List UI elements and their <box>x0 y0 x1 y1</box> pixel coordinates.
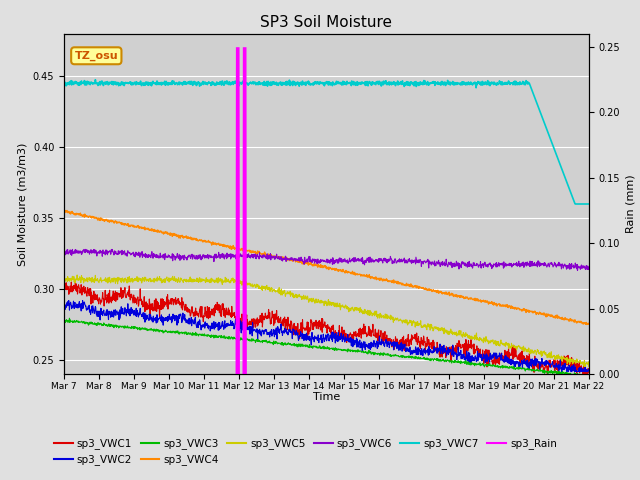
sp3_VWC4 <box>523 307 531 312</box>
sp3_VWC5 <box>74 272 81 278</box>
sp3_VWC3 <box>236 337 244 343</box>
sp3_VWC7 <box>177 81 185 86</box>
sp3_VWC2 <box>236 326 244 332</box>
sp3_VWC6 <box>164 252 172 258</box>
sp3_VWC6 <box>477 259 484 264</box>
sp3_VWC5 <box>408 323 416 328</box>
sp3_VWC6 <box>60 249 68 255</box>
sp3_VWC4 <box>408 283 416 289</box>
sp3_VWC7 <box>60 79 68 84</box>
sp3_VWC2 <box>563 369 571 374</box>
sp3_VWC4 <box>583 322 591 327</box>
sp3_VWC7 <box>523 79 531 84</box>
sp3_VWC1 <box>585 369 593 375</box>
sp3_VWC6 <box>585 266 593 272</box>
Text: TZ_osu: TZ_osu <box>74 51 118 61</box>
sp3_VWC6 <box>177 256 185 262</box>
Y-axis label: Rain (mm): Rain (mm) <box>626 175 636 233</box>
sp3_VWC7 <box>408 80 416 86</box>
sp3_VWC4 <box>164 231 172 237</box>
Line: sp3_VWC4: sp3_VWC4 <box>64 210 589 324</box>
sp3_VWC5 <box>164 277 172 283</box>
sp3_VWC3 <box>582 374 589 380</box>
sp3_VWC2 <box>164 318 172 324</box>
sp3_VWC7 <box>572 201 579 207</box>
sp3_VWC4 <box>236 247 244 253</box>
sp3_VWC7 <box>585 201 593 207</box>
Line: sp3_VWC3: sp3_VWC3 <box>64 318 589 377</box>
X-axis label: Time: Time <box>313 393 340 402</box>
Line: sp3_VWC7: sp3_VWC7 <box>64 80 589 204</box>
sp3_VWC4 <box>60 208 68 214</box>
sp3_VWC6 <box>64 247 72 252</box>
Line: sp3_VWC1: sp3_VWC1 <box>64 282 589 377</box>
sp3_VWC1 <box>60 285 68 290</box>
sp3_VWC1 <box>236 322 244 327</box>
sp3_VWC5 <box>177 277 185 283</box>
sp3_VWC3 <box>408 355 416 361</box>
sp3_VWC7 <box>236 80 244 85</box>
sp3_VWC6 <box>408 257 416 263</box>
sp3_VWC4 <box>177 233 185 239</box>
sp3_VWC4 <box>585 321 593 326</box>
sp3_VWC7 <box>92 77 99 83</box>
Line: sp3_VWC5: sp3_VWC5 <box>64 275 589 367</box>
sp3_VWC6 <box>573 267 581 273</box>
sp3_VWC5 <box>585 364 593 370</box>
Title: SP3 Soil Moisture: SP3 Soil Moisture <box>260 15 392 30</box>
sp3_VWC4 <box>477 297 484 303</box>
Y-axis label: Soil Moisture (m3/m3): Soil Moisture (m3/m3) <box>17 142 27 266</box>
sp3_VWC2 <box>408 348 416 353</box>
sp3_VWC1 <box>477 352 484 358</box>
sp3_VWC3 <box>523 366 531 372</box>
sp3_VWC2 <box>477 355 484 360</box>
Line: sp3_VWC6: sp3_VWC6 <box>64 250 589 270</box>
sp3_VWC1 <box>164 300 172 305</box>
sp3_VWC5 <box>60 276 68 282</box>
sp3_VWC3 <box>477 363 484 369</box>
sp3_VWC2 <box>60 301 68 307</box>
sp3_VWC4 <box>61 207 68 213</box>
sp3_VWC3 <box>66 315 74 321</box>
sp3_VWC1 <box>580 374 588 380</box>
sp3_VWC2 <box>177 313 185 319</box>
sp3_VWC5 <box>236 277 244 283</box>
sp3_VWC6 <box>236 253 244 259</box>
sp3_VWC5 <box>523 347 531 352</box>
sp3_VWC2 <box>65 298 72 303</box>
sp3_VWC1 <box>67 279 75 285</box>
sp3_VWC5 <box>477 336 484 341</box>
sp3_VWC2 <box>585 367 593 373</box>
sp3_VWC2 <box>523 358 531 363</box>
sp3_VWC3 <box>177 330 185 336</box>
sp3_VWC1 <box>523 353 531 359</box>
sp3_VWC3 <box>164 329 172 335</box>
sp3_VWC6 <box>523 262 531 268</box>
Legend: sp3_VWC1, sp3_VWC2, sp3_VWC3, sp3_VWC4, sp3_VWC5, sp3_VWC6, sp3_VWC7, sp3_Rain: sp3_VWC1, sp3_VWC2, sp3_VWC3, sp3_VWC4, … <box>50 434 561 469</box>
sp3_VWC1 <box>408 337 416 343</box>
sp3_VWC7 <box>477 82 484 87</box>
sp3_VWC7 <box>164 82 172 88</box>
Line: sp3_VWC2: sp3_VWC2 <box>64 300 589 372</box>
sp3_VWC1 <box>177 300 185 305</box>
sp3_VWC3 <box>585 373 593 379</box>
sp3_VWC3 <box>60 319 68 325</box>
